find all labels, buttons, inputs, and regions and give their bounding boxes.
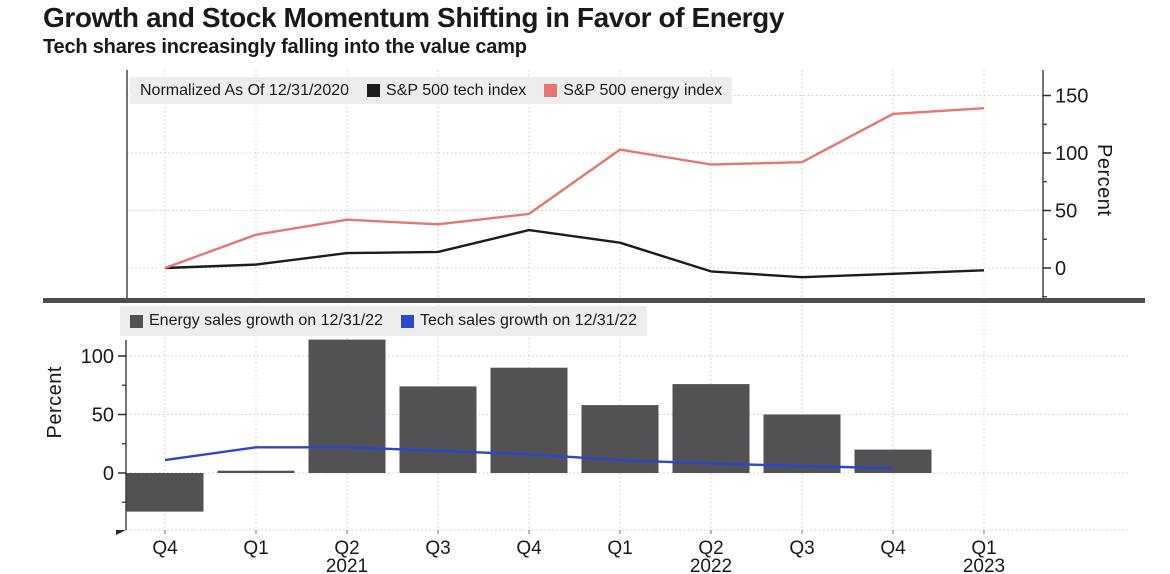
axis-corner-arrow-icon (116, 530, 126, 535)
energy-sales-bar (308, 339, 386, 473)
svg-text:Q3: Q3 (789, 538, 814, 559)
legend-label-energy-index: S&P 500 energy index (563, 81, 723, 99)
page-subtitle: Tech shares increasingly falling into th… (43, 36, 527, 58)
bottom-chart-y-axis-label: Percent (44, 366, 66, 439)
legend-label-energy-sales: Energy sales growth on 12/31/22 (149, 312, 383, 329)
legend-item-tech-sales: Tech sales growth on 12/31/22 (400, 312, 637, 330)
top-chart: 0 50 100 150 (126, 70, 1088, 298)
legend-item-energy-index: S&P 500 energy index (544, 82, 722, 100)
svg-text:100: 100 (1055, 143, 1088, 165)
page-title: Growth and Stock Momentum Shifting in Fa… (43, 2, 785, 33)
legend-note: Normalized As Of 12/31/2020 (140, 81, 350, 99)
panel-separator (43, 298, 1145, 303)
bottom-chart-legend: Energy sales growth on 12/31/22 Tech sal… (120, 306, 647, 336)
svg-text:Q4: Q4 (516, 538, 542, 559)
svg-text:50: 50 (1055, 201, 1077, 223)
svg-text:100: 100 (81, 346, 114, 368)
legend-label-tech-index: S&P 500 tech index (386, 81, 527, 99)
svg-text:2023: 2023 (963, 556, 1005, 574)
svg-text:50: 50 (92, 405, 114, 427)
line-s-p-500-tech-index (164, 228, 985, 279)
svg-text:Q1: Q1 (243, 538, 268, 559)
top-chart-y-axis-label: Percent (1093, 144, 1115, 217)
svg-text:Q1: Q1 (607, 538, 632, 559)
svg-text:Q2: Q2 (698, 538, 723, 559)
energy-sales-swatch (130, 314, 143, 328)
svg-text:Q1: Q1 (971, 538, 996, 559)
energy-sales-bar (854, 449, 932, 473)
tech-sales-line (164, 446, 894, 470)
legend-item-tech-index: S&P 500 tech index (367, 82, 526, 100)
x-axis: Q4 Q1 Q2 Q3 Q4 Q1 Q2 Q3 Q4 Q1 2021 2022 2023 (152, 530, 1005, 574)
svg-text:Q4: Q4 (152, 538, 178, 559)
energy-sales-bar (217, 470, 295, 473)
tech-index-swatch (367, 84, 381, 97)
legend-item-energy-sales: Energy sales growth on 12/31/22 (130, 312, 383, 330)
energy-sales-bar (399, 386, 477, 473)
svg-text:150: 150 (1055, 86, 1088, 108)
energy-sales-bar (763, 414, 841, 473)
svg-text:0: 0 (1055, 258, 1066, 280)
energy-sales-bar (581, 405, 659, 473)
bottom-chart: 0 50 100 (81, 305, 1128, 535)
energy-sales-bar (126, 473, 204, 512)
svg-text:Q2: Q2 (334, 538, 359, 559)
energy-index-swatch (544, 84, 558, 97)
svg-text:Q3: Q3 (425, 538, 450, 559)
svg-text:Q4: Q4 (880, 538, 906, 559)
line-s-p-500-energy-index (164, 107, 985, 270)
tech-sales-swatch (400, 314, 414, 328)
legend-label-tech-sales: Tech sales growth on 12/31/22 (419, 312, 637, 329)
energy-sales-bar (672, 384, 750, 473)
top-chart-legend: Normalized As Of 12/31/2020 S&P 500 tech… (130, 77, 733, 104)
svg-text:0: 0 (103, 463, 114, 485)
svg-text:2022: 2022 (690, 556, 732, 574)
svg-text:2021: 2021 (326, 556, 368, 574)
